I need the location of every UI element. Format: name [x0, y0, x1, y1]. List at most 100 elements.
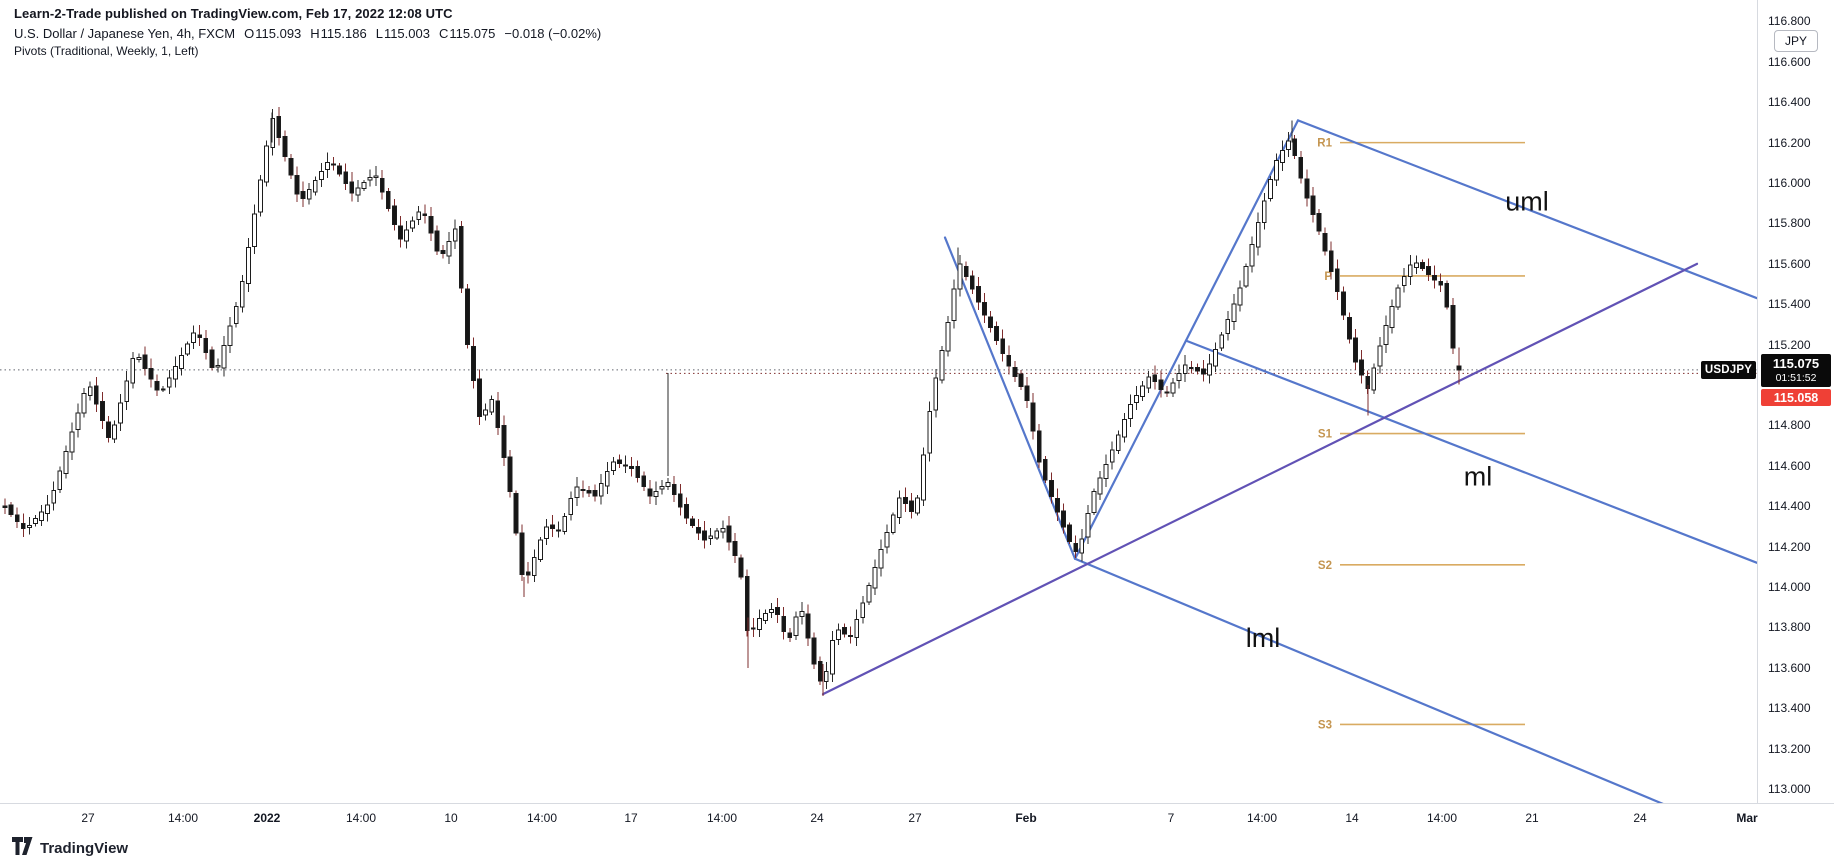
- price-tick-115.200: 115.200: [1768, 337, 1811, 352]
- candle-body: [1389, 306, 1395, 329]
- candle-body: [1055, 498, 1060, 513]
- candle-body: [769, 609, 774, 613]
- candle-body: [1444, 282, 1450, 308]
- candle-body: [20, 523, 26, 530]
- candle-body: [872, 567, 878, 589]
- candle-body: [264, 145, 270, 183]
- candle-body: [568, 498, 574, 515]
- indicator-legend[interactable]: Pivots (Traditional, Weekly, 1, Left): [14, 44, 199, 58]
- candle-body: [598, 483, 604, 497]
- candle-body: [1152, 374, 1158, 382]
- time-tick-14: 14: [1345, 811, 1359, 825]
- candle-body: [805, 613, 811, 639]
- price-axis[interactable]: JPY 115.075 01:51:52 115.058 116.800 116.…: [1758, 0, 1834, 803]
- tradingview-logo-text[interactable]: TradingView: [40, 840, 129, 857]
- price-tick-113.800: 113.800: [1768, 620, 1811, 635]
- time-tick-Mar: Mar: [1736, 811, 1758, 825]
- candle-body: [1231, 303, 1237, 323]
- candle-body: [434, 230, 440, 252]
- candle-body: [221, 345, 227, 369]
- candle-body: [720, 527, 726, 533]
- time-tick-14:00: 14:00: [345, 811, 377, 825]
- bar-countdown: 01:51:52: [1775, 371, 1817, 384]
- candle-body: [1255, 222, 1261, 248]
- price-tick-113.000: 113.000: [1768, 782, 1811, 797]
- candle-body: [1091, 491, 1097, 513]
- candle-body: [1280, 150, 1285, 164]
- candle-body: [1347, 317, 1352, 340]
- candle-body: [118, 402, 124, 424]
- price-tick-116.800: 116.800: [1768, 14, 1811, 29]
- candle-body: [185, 343, 190, 355]
- candle-body: [1182, 364, 1188, 375]
- candle-body: [166, 377, 172, 388]
- price-line-symbol-tag: USDJPY: [1701, 361, 1756, 379]
- time-tick-14:00: 14:00: [1246, 811, 1278, 825]
- candle-body: [355, 187, 361, 196]
- candle-body: [842, 627, 847, 635]
- candle-body: [428, 215, 434, 234]
- candle-body: [1359, 359, 1365, 376]
- candle-body: [331, 163, 336, 166]
- annotation-lml[interactable]: lml: [1246, 623, 1281, 653]
- candle-body: [507, 456, 513, 492]
- candle-body: [1085, 512, 1091, 538]
- candle-body: [300, 191, 306, 200]
- candle-body: [1067, 524, 1073, 543]
- candle-body: [975, 286, 981, 303]
- candle-body: [14, 514, 20, 522]
- candle-body: [544, 526, 549, 540]
- candle-body: [26, 525, 32, 528]
- candle-body: [446, 240, 452, 257]
- candle-body: [1322, 232, 1328, 252]
- candle-body: [939, 349, 945, 381]
- candle-body: [1000, 338, 1006, 355]
- alert-price-label: 115.058: [1761, 389, 1831, 406]
- candle-body: [39, 511, 44, 521]
- trendline-ml[interactable]: [1184, 339, 1757, 564]
- price-tick-116.400: 116.400: [1768, 95, 1811, 110]
- trendline-uml[interactable]: [1296, 119, 1757, 300]
- time-tick-27: 27: [81, 811, 95, 825]
- tradingview-logo-icon[interactable]: [12, 837, 33, 860]
- candle-body: [1274, 159, 1279, 181]
- trendline-lml[interactable]: [1073, 557, 1700, 803]
- candle-body: [726, 525, 732, 543]
- candle-body: [1207, 363, 1212, 376]
- time-axis[interactable]: 27 14:00 2022 14:00 10 14:00 17 14:00 24 27 Feb 7 14…: [0, 804, 1834, 831]
- candle-body: [306, 189, 312, 200]
- trendline-wedge-right[interactable]: [1073, 119, 1300, 560]
- annotation-ml[interactable]: ml: [1464, 461, 1493, 491]
- currency-badge[interactable]: JPY: [1774, 30, 1818, 52]
- candle-body: [233, 305, 239, 325]
- price-tick-115.600: 115.600: [1768, 256, 1811, 271]
- candle-body: [1048, 480, 1054, 497]
- price-chart-plot[interactable]: R1 P S1 S2 S3 uml ml lml: [0, 0, 1757, 803]
- price-tick-113.200: 113.200: [1768, 741, 1811, 756]
- candle-body: [756, 617, 762, 630]
- candle-body: [556, 529, 562, 532]
- trendline-wedge-left[interactable]: [943, 236, 1077, 560]
- candle-body: [93, 385, 99, 405]
- symbol-title[interactable]: U.S. Dollar / Japanese Yen, 4h, FXCM: [14, 26, 236, 41]
- candle-body: [452, 228, 458, 242]
- ohlc-low: L115.003: [375, 26, 430, 41]
- candle-body: [1340, 291, 1346, 316]
- candle-body: [781, 615, 787, 633]
- candle-body: [1401, 275, 1407, 286]
- candle-body: [1176, 373, 1182, 382]
- candle-body: [708, 535, 714, 540]
- price-tick-114.000: 114.000: [1768, 580, 1811, 595]
- candle-body: [604, 470, 610, 487]
- pivot-label-r1: R1: [1317, 138, 1332, 150]
- candles-group: [2, 106, 1462, 697]
- candle-body: [373, 175, 379, 178]
- candle-body: [525, 571, 531, 576]
- candle-body: [817, 661, 823, 682]
- candle-body: [744, 576, 750, 632]
- candle-body: [477, 378, 482, 418]
- symbol-legend[interactable]: U.S. Dollar / Japanese Yen, 4h, FXCM O11…: [14, 26, 601, 41]
- trendline-median-asc[interactable]: [821, 262, 1699, 696]
- time-tick-24: 24: [810, 811, 824, 825]
- annotation-uml[interactable]: uml: [1505, 187, 1549, 217]
